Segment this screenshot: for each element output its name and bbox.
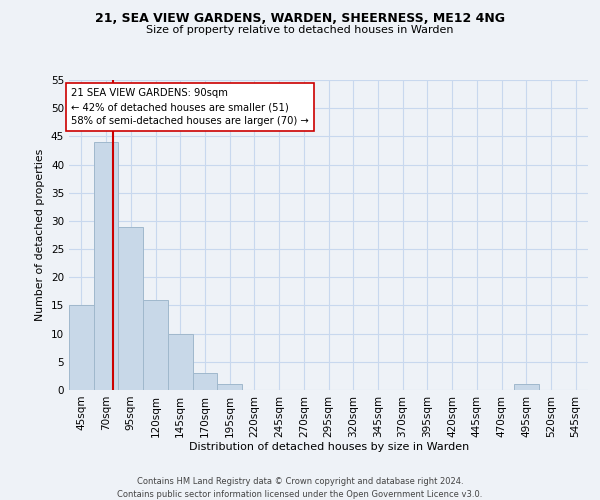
Bar: [193, 373, 217, 390]
Text: 21 SEA VIEW GARDENS: 90sqm
← 42% of detached houses are smaller (51)
58% of semi: 21 SEA VIEW GARDENS: 90sqm ← 42% of deta…: [71, 88, 309, 126]
Bar: [94, 142, 118, 390]
Bar: [69, 306, 94, 390]
Text: 21, SEA VIEW GARDENS, WARDEN, SHEERNESS, ME12 4NG: 21, SEA VIEW GARDENS, WARDEN, SHEERNESS,…: [95, 12, 505, 26]
Text: Contains public sector information licensed under the Open Government Licence v3: Contains public sector information licen…: [118, 490, 482, 499]
Bar: [217, 384, 242, 390]
Bar: [168, 334, 193, 390]
Text: Distribution of detached houses by size in Warden: Distribution of detached houses by size …: [188, 442, 469, 452]
Bar: [514, 384, 539, 390]
Text: Size of property relative to detached houses in Warden: Size of property relative to detached ho…: [146, 25, 454, 35]
Y-axis label: Number of detached properties: Number of detached properties: [35, 149, 46, 321]
Text: Contains HM Land Registry data © Crown copyright and database right 2024.: Contains HM Land Registry data © Crown c…: [137, 478, 463, 486]
Bar: [118, 226, 143, 390]
Bar: [143, 300, 168, 390]
